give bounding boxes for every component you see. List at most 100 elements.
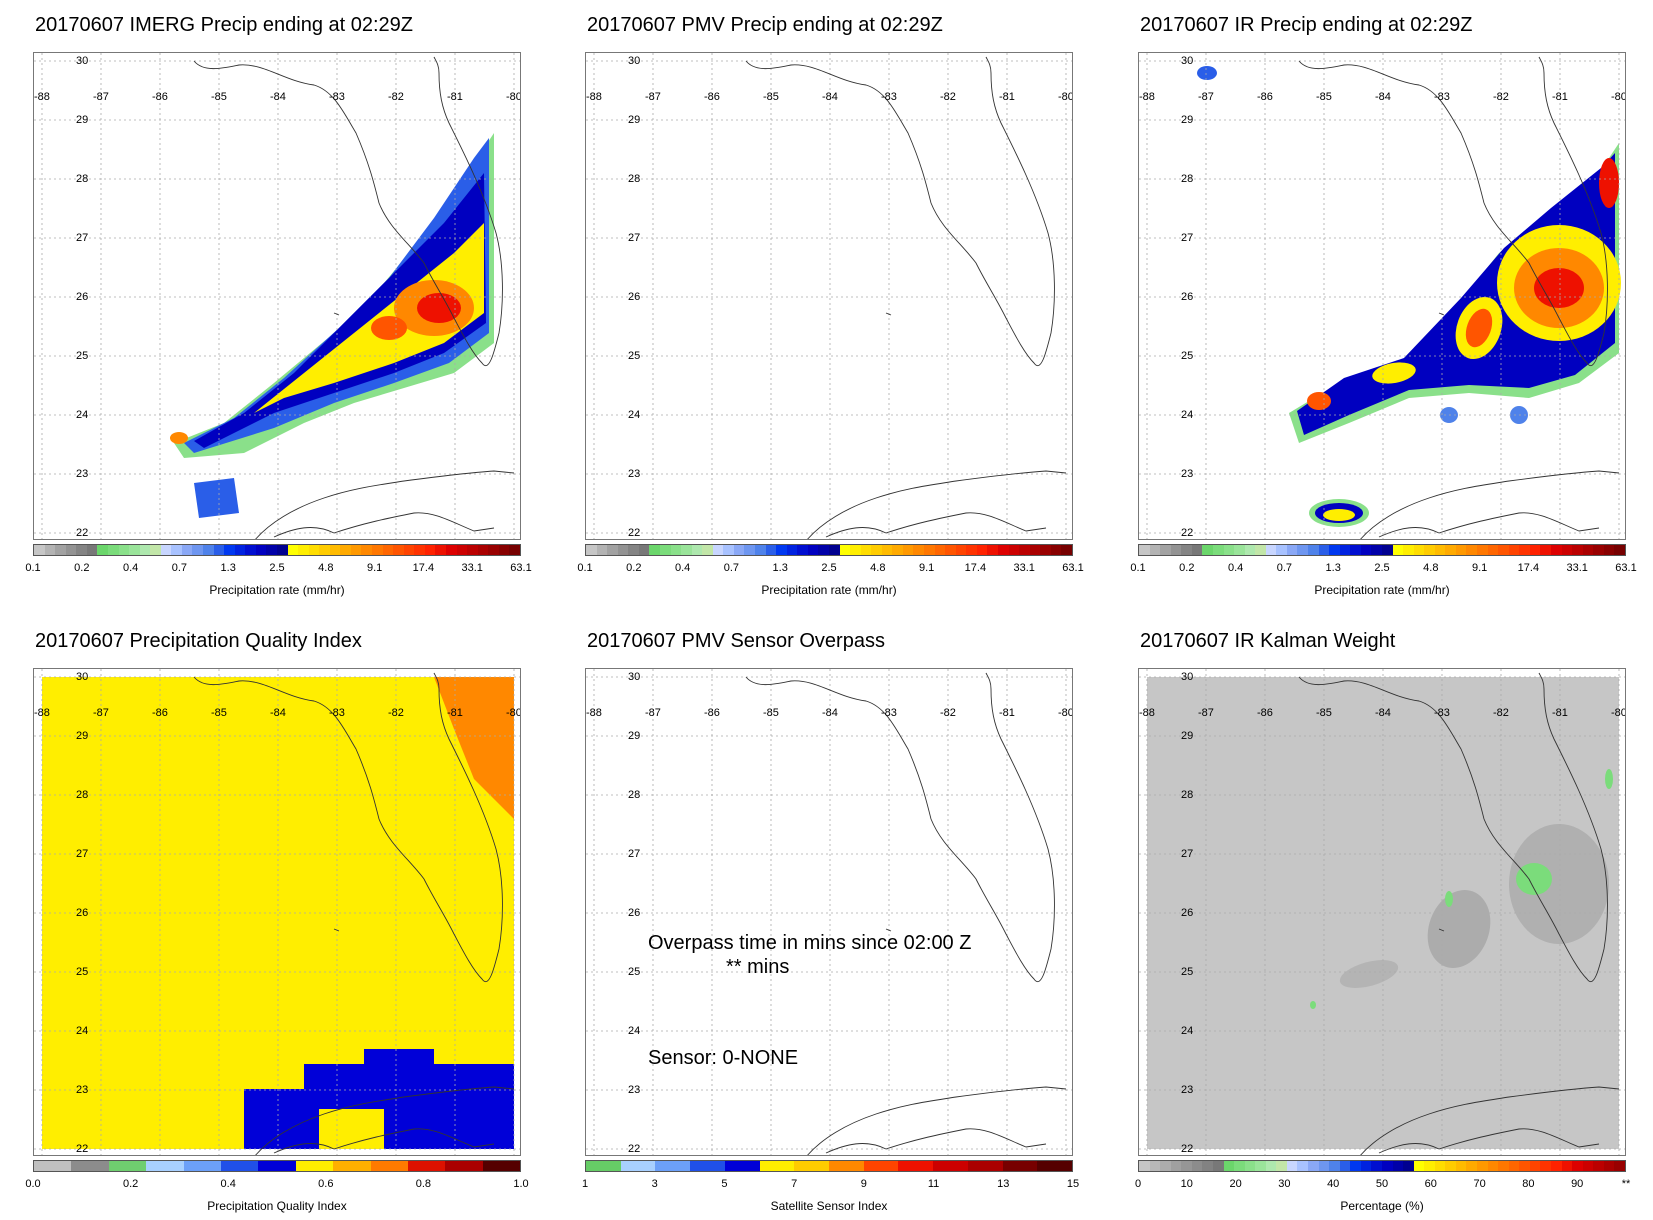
colorbar-swatch bbox=[1255, 1161, 1266, 1171]
colorbar-swatch bbox=[181, 545, 193, 555]
colorbar-tick: 3 bbox=[651, 1178, 658, 1190]
colorbar-tick: 1.0 bbox=[513, 1178, 529, 1190]
ir-blue-nw bbox=[1197, 66, 1217, 80]
panel-title: 20170607 IMERG Precip ending at 02:29Z bbox=[35, 14, 414, 36]
lon-label: -88 bbox=[586, 707, 602, 719]
lat-label: 29 bbox=[1181, 114, 1194, 126]
colorbar-swatch bbox=[1040, 545, 1051, 555]
colorbar-swatch bbox=[97, 545, 108, 555]
colorbar-tick: 4.8 bbox=[318, 562, 334, 574]
sensor-line: Sensor: 0-NONE bbox=[648, 1047, 799, 1069]
lat-label: 29 bbox=[76, 730, 89, 742]
colorbar-swatch bbox=[245, 545, 256, 555]
colorbar-swatch bbox=[1002, 1161, 1038, 1171]
colorbar-label: Precipitation rate (mm/hr) bbox=[1314, 583, 1450, 597]
lon-label: -80 bbox=[1611, 707, 1626, 719]
lon-label: -80 bbox=[506, 91, 521, 103]
colorbar-tick: 0.1 bbox=[577, 562, 593, 574]
lat-label: 29 bbox=[628, 730, 641, 742]
colorbar-swatch bbox=[1191, 545, 1203, 555]
colorbar-tick: 9.1 bbox=[1471, 562, 1488, 574]
colorbar-tick: ** bbox=[1621, 1178, 1631, 1190]
colorbar-swatch bbox=[1519, 1161, 1530, 1171]
lat-label: 30 bbox=[1181, 55, 1194, 67]
colorbar bbox=[33, 544, 521, 556]
colorbar-swatch bbox=[1477, 1161, 1488, 1171]
map-svg bbox=[34, 53, 520, 539]
lat-label: 24 bbox=[628, 409, 641, 421]
colorbar-tick: 9 bbox=[860, 1178, 867, 1190]
panel-title: 20170607 PMV Sensor Overpass bbox=[587, 630, 885, 652]
colorbar-swatch bbox=[1037, 1161, 1073, 1171]
colorbar-swatch bbox=[1540, 545, 1551, 555]
colorbar-swatch bbox=[712, 545, 724, 555]
colorbar-swatch bbox=[1318, 1161, 1330, 1171]
map-svg bbox=[1139, 53, 1625, 539]
colorbar-swatch bbox=[213, 545, 225, 555]
colorbar-tick: 10 bbox=[1180, 1178, 1193, 1190]
ir-yellow-south bbox=[1323, 509, 1355, 521]
colorbar-swatch bbox=[71, 1161, 109, 1171]
colorbar-swatch bbox=[997, 545, 1009, 555]
colorbar-tick: 70 bbox=[1473, 1178, 1486, 1190]
lon-label: -84 bbox=[822, 707, 838, 719]
colorbar-swatch bbox=[414, 545, 425, 555]
lat-label: 22 bbox=[1181, 1143, 1194, 1155]
colorbar-swatch bbox=[108, 1161, 147, 1171]
colorbar-swatch bbox=[829, 1161, 864, 1171]
lat-label: 26 bbox=[1181, 291, 1194, 303]
colorbar-swatch bbox=[224, 545, 235, 555]
lat-label: 30 bbox=[628, 55, 641, 67]
lon-label: -86 bbox=[152, 91, 168, 103]
colorbar-tick: 30 bbox=[1278, 1178, 1291, 1190]
colorbar-swatch bbox=[1360, 545, 1372, 555]
lat-label: 27 bbox=[1181, 232, 1194, 244]
colorbar-swatch bbox=[934, 545, 946, 555]
lon-label: -84 bbox=[270, 707, 286, 719]
colorbar-swatch bbox=[871, 545, 882, 555]
lon-label: -80 bbox=[1058, 707, 1073, 719]
colorbar-swatch bbox=[76, 545, 87, 555]
lon-label: -82 bbox=[1493, 707, 1509, 719]
lat-label: 23 bbox=[1181, 468, 1194, 480]
lon-label: -85 bbox=[1316, 91, 1332, 103]
colorbar-swatch bbox=[596, 545, 608, 555]
colorbar-label: Precipitation rate (mm/hr) bbox=[761, 583, 897, 597]
lon-label: -81 bbox=[1552, 707, 1568, 719]
colorbar-swatch bbox=[350, 545, 362, 555]
kalman-green-2 bbox=[1445, 891, 1453, 907]
colorbar-swatch bbox=[1413, 545, 1425, 555]
colorbar-tick: 33.1 bbox=[1566, 562, 1588, 574]
colorbar-swatch bbox=[1297, 1161, 1308, 1171]
colorbar-swatch bbox=[1019, 545, 1030, 555]
map-plot: 30 29 28 27 26 25 24 23 22 -88 -87 -86 -85 -84 -83 -82 -… bbox=[33, 52, 521, 540]
lon-label: -84 bbox=[1375, 707, 1391, 719]
map-svg bbox=[34, 669, 520, 1155]
colorbar-tick: 4.8 bbox=[1423, 562, 1439, 574]
colorbar bbox=[585, 544, 1073, 556]
colorbar-swatch bbox=[913, 545, 924, 555]
colorbar-swatch bbox=[850, 545, 861, 555]
colorbar-swatch bbox=[945, 545, 956, 555]
colorbar-swatch bbox=[863, 1161, 899, 1171]
lon-label: -86 bbox=[152, 707, 168, 719]
lon-label: -87 bbox=[93, 707, 109, 719]
colorbar-swatch bbox=[183, 1161, 221, 1171]
colorbar-swatch bbox=[340, 545, 351, 555]
colorbar-swatch bbox=[255, 545, 267, 555]
colorbar-tick: 0.6 bbox=[318, 1178, 334, 1190]
lon-label: -87 bbox=[93, 91, 109, 103]
colorbar-tick: 40 bbox=[1327, 1178, 1340, 1190]
colorbar-swatch bbox=[171, 545, 182, 555]
lat-label: 25 bbox=[1181, 966, 1194, 978]
colorbar bbox=[1138, 1160, 1626, 1172]
colorbar-swatch bbox=[607, 545, 618, 555]
colorbar-swatch bbox=[1339, 1161, 1351, 1171]
colorbar-swatch bbox=[967, 1161, 1003, 1171]
colorbar-swatch bbox=[681, 545, 692, 555]
colorbar-swatch bbox=[34, 545, 45, 555]
colorbar-swatch bbox=[445, 1161, 483, 1171]
lat-label: 30 bbox=[76, 55, 89, 67]
colorbar-swatch bbox=[892, 545, 903, 555]
lat-label: 24 bbox=[628, 1025, 641, 1037]
